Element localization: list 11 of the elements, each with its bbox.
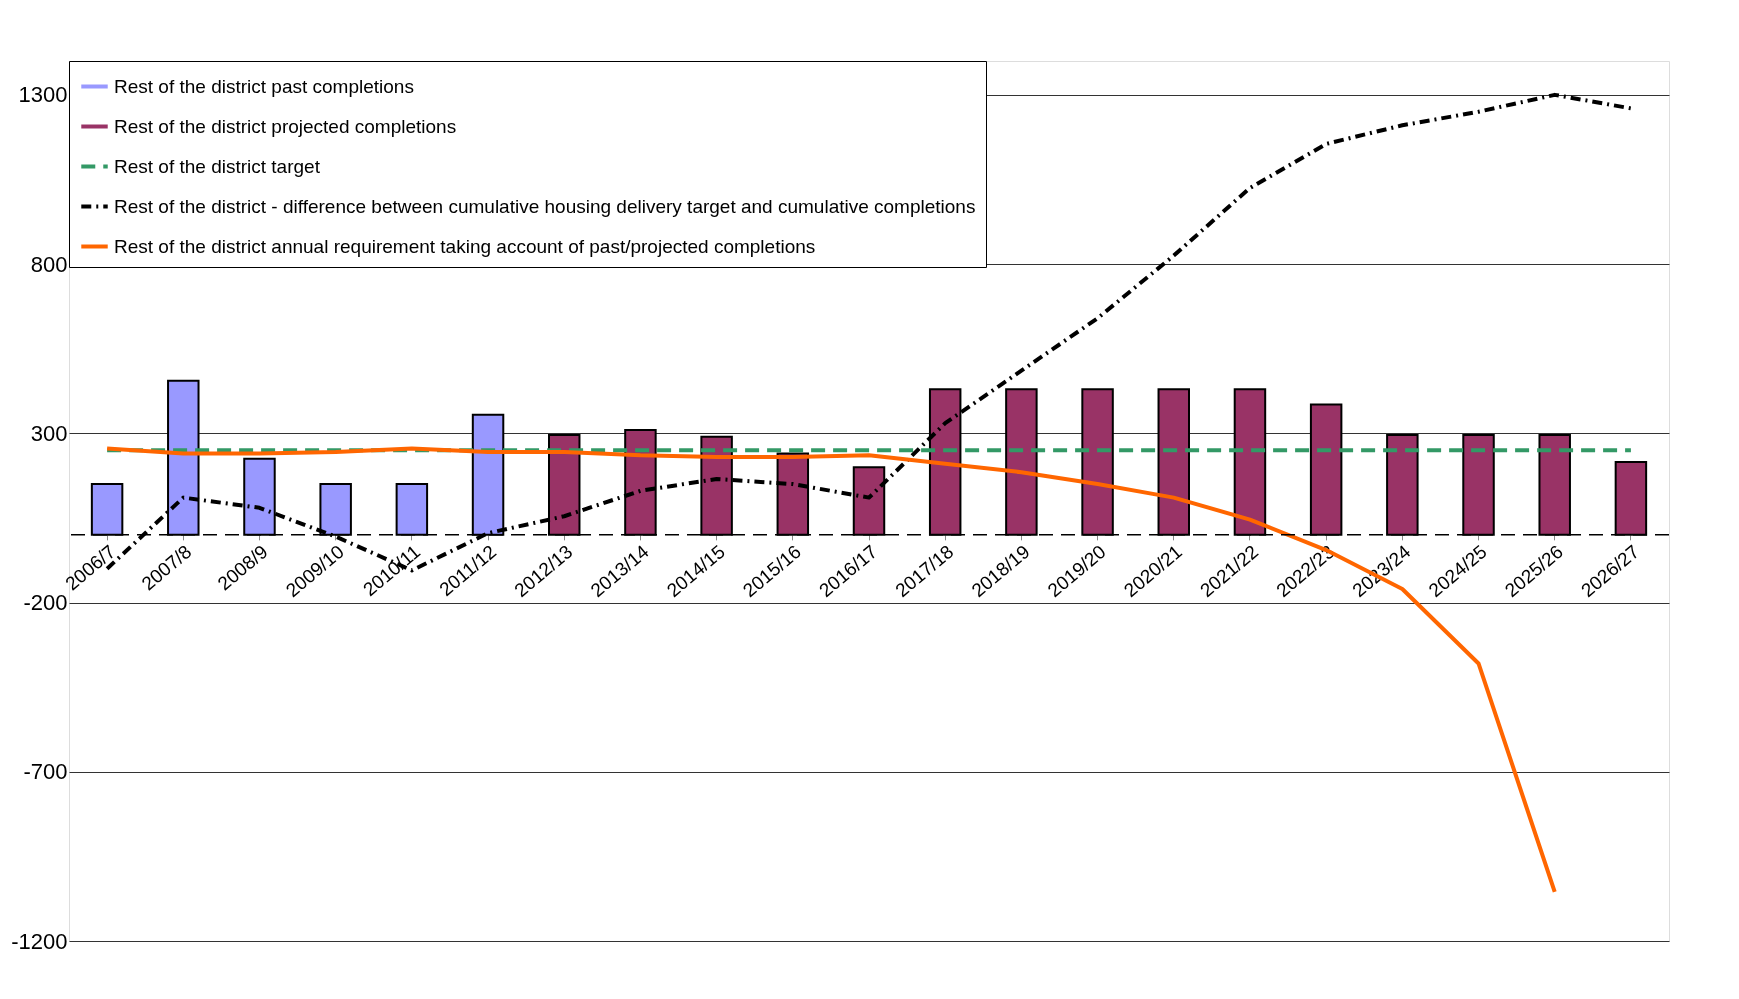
y-tick-label: -700 — [23, 759, 68, 785]
y-tick-label: -200 — [23, 590, 68, 616]
legend-label: Rest of the district projected completions — [114, 115, 457, 137]
legend-label: Rest of the district annual requirement taking account of past/projected completions — [114, 235, 816, 257]
y-tick-label: 800 — [30, 251, 68, 277]
y-tick-label: 1300 — [18, 82, 68, 108]
y-tick-label: -1200 — [11, 928, 68, 954]
legend-label: Rest of the district past completions — [114, 75, 414, 97]
legend-label: Rest of the district - difference between cumulative housing delivery target and cumulative completions — [114, 195, 976, 217]
y-tick-label: 300 — [30, 420, 68, 446]
legend-label: Rest of the district target — [114, 155, 321, 177]
